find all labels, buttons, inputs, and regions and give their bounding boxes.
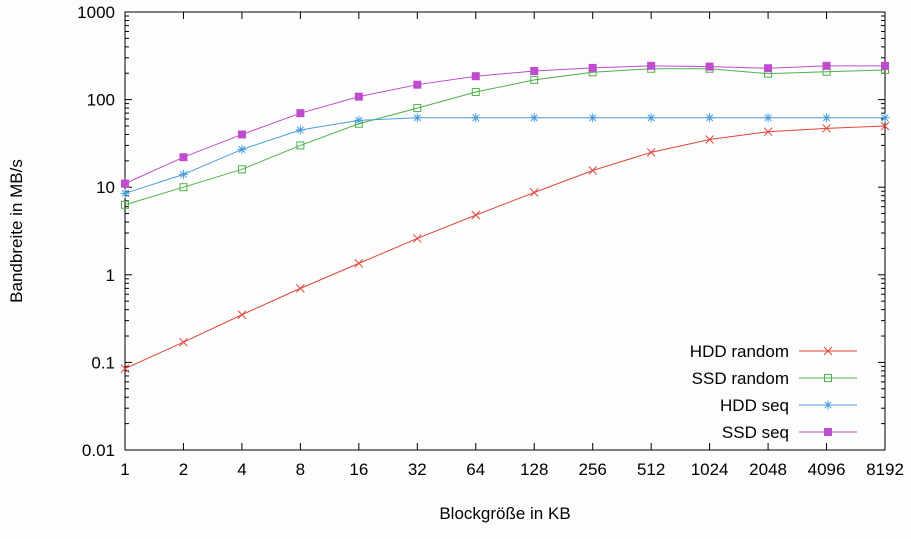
data-point-marker [413, 80, 422, 89]
plot-series [120, 61, 890, 373]
legend-entry-hdd-seq: HDD seq [720, 396, 857, 415]
series-line [124, 117, 885, 194]
legend-entry-ssd-seq: SSD seq [722, 423, 857, 442]
data-point-marker [354, 259, 364, 268]
x-tick-label: 256 [579, 460, 607, 479]
x-axis-label: Blockgröße in KB [439, 504, 570, 523]
plot-frame: 1 2 4 8 16 32 64 128 256 512 1024 2048 4096 8192 0.01 0… [77, 3, 904, 479]
y-tick-label: 0.01 [82, 441, 115, 460]
series-line [124, 65, 885, 185]
x-tick-label: 512 [637, 460, 665, 479]
data-point-marker [705, 113, 715, 123]
x-tick-label: 8192 [866, 460, 904, 479]
data-point-marker [530, 67, 539, 76]
y-tick-label: 1000 [77, 3, 115, 22]
data-point-marker [354, 115, 364, 125]
data-point-marker [824, 428, 832, 436]
x-tick-label: 4096 [808, 460, 846, 479]
data-point-marker [529, 188, 539, 197]
legend-entry-hdd-random: HDD random [690, 342, 857, 361]
data-point-marker [646, 113, 656, 123]
data-point-marker [237, 310, 247, 320]
data-point-marker [237, 130, 246, 139]
data-point-marker [121, 179, 129, 188]
data-point-marker [120, 364, 130, 373]
legend-entry-ssd-random: SSD random [692, 369, 857, 388]
data-point-marker [880, 113, 890, 123]
x-tick-label: 16 [349, 460, 368, 479]
data-point-marker [296, 284, 305, 293]
x-tick-label: 128 [520, 460, 548, 479]
data-point-marker [763, 127, 773, 137]
legend-label: SSD random [692, 369, 789, 388]
x-tick-label: 8 [296, 460, 305, 479]
data-point-marker [354, 92, 363, 101]
data-point-marker [822, 113, 832, 123]
data-point-marker [412, 234, 422, 243]
data-point-marker [823, 400, 833, 410]
y-tick-label: 10 [96, 178, 115, 197]
legend-label: HDD seq [720, 396, 789, 415]
x-tick-label: 2048 [749, 460, 787, 479]
data-point-marker [121, 200, 129, 209]
data-point-marker [413, 104, 422, 113]
series-ssd-seq [121, 61, 889, 188]
series-hdd-seq [120, 113, 890, 198]
data-point-marker [296, 109, 305, 118]
data-point-marker [647, 61, 656, 70]
data-point-marker [120, 188, 130, 198]
series-line [124, 125, 886, 370]
data-point-marker [471, 72, 480, 81]
series-line [124, 68, 886, 206]
y-tick-label: 100 [87, 91, 115, 110]
chart-legend: HDD random SSD random HDD seq SSD seq [690, 342, 857, 442]
series-ssd-random [121, 64, 889, 209]
data-point-marker [588, 113, 598, 123]
x-tick-label: 32 [408, 460, 427, 479]
data-point-marker [295, 125, 305, 135]
data-point-marker [588, 166, 598, 175]
data-point-marker [471, 88, 480, 97]
data-point-marker [179, 153, 188, 162]
x-tick-label: 1024 [691, 460, 729, 479]
legend-label: SSD seq [722, 423, 789, 442]
data-point-marker [179, 183, 188, 192]
data-point-marker [178, 169, 188, 179]
data-point-marker [471, 210, 481, 220]
data-point-marker [412, 113, 422, 123]
data-point-marker [880, 121, 890, 131]
data-point-marker [763, 113, 773, 123]
y-axis-label: Bandbreite in MB/s [7, 159, 26, 303]
x-tick-label: 2 [179, 460, 188, 479]
data-point-marker [705, 135, 714, 144]
data-point-marker [529, 113, 539, 123]
data-point-marker [822, 123, 831, 133]
data-point-marker [296, 141, 305, 150]
data-point-marker [823, 346, 833, 356]
data-point-marker [588, 63, 597, 72]
x-tick-label: 4 [237, 460, 246, 479]
data-point-marker [881, 61, 889, 70]
data-point-marker [237, 165, 246, 174]
data-point-marker [822, 61, 831, 70]
data-point-marker [471, 113, 481, 123]
data-point-marker [764, 64, 773, 73]
data-point-marker [824, 374, 832, 382]
y-tick-label: 0.1 [91, 353, 115, 372]
data-point-marker [179, 337, 188, 347]
x-tick-label: 64 [466, 460, 485, 479]
plot-border [124, 11, 886, 451]
x-tick-label: 1 [120, 460, 129, 479]
series-hdd-random [120, 121, 890, 373]
y-tick-label: 1 [106, 266, 115, 285]
data-point-marker [646, 147, 656, 157]
legend-label: HDD random [690, 342, 789, 361]
data-point-marker [237, 144, 247, 154]
data-point-marker [530, 75, 539, 84]
data-point-marker [705, 62, 714, 71]
